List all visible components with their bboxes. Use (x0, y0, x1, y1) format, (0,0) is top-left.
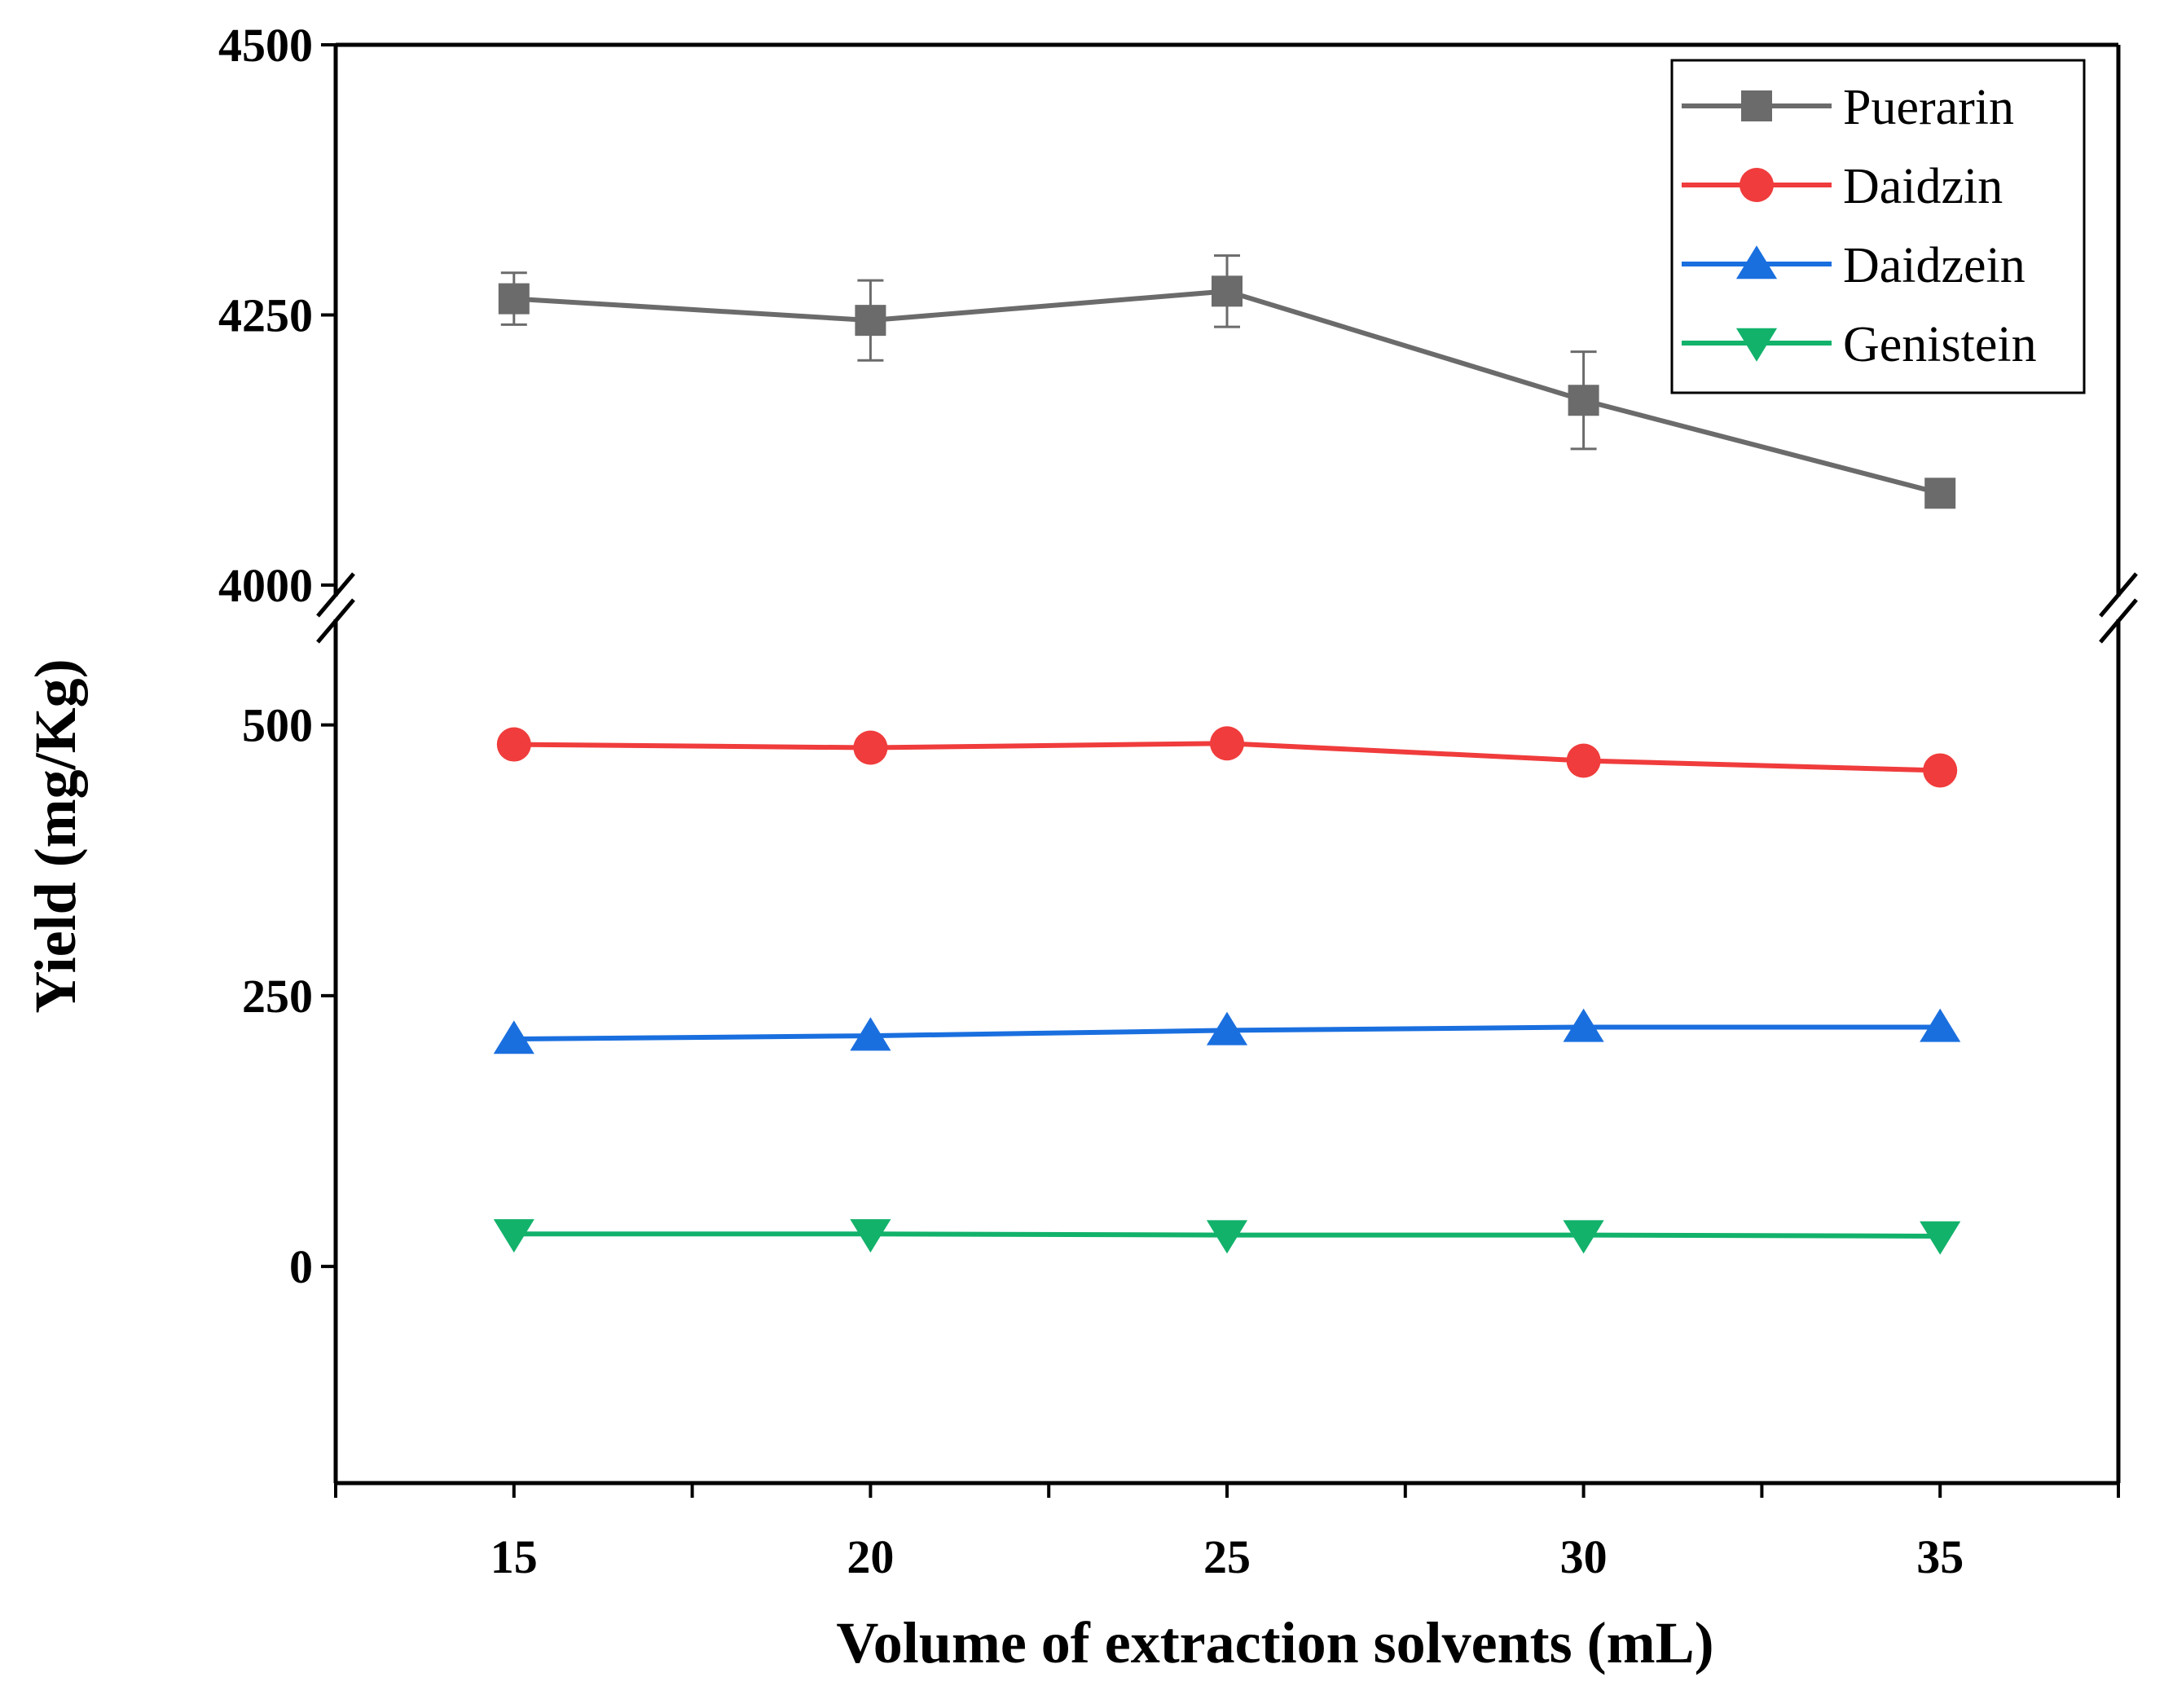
series (493, 254, 1961, 1255)
data-point-puerarin (1924, 478, 1956, 509)
y-tick-label: 0 (289, 1240, 313, 1293)
data-point-genistein (850, 1219, 891, 1253)
y-tick-label: 250 (242, 970, 313, 1023)
x-tick-label: 20 (847, 1530, 894, 1583)
axis-break-mark-right (2099, 598, 2138, 644)
y-tick-label: 4250 (218, 289, 313, 342)
data-point-genistein (1206, 1220, 1248, 1254)
legend-marker (1735, 328, 1778, 362)
x-tick-label: 15 (490, 1530, 538, 1583)
y-tick-label: 4000 (218, 559, 313, 612)
axis-break-mark-left (316, 572, 355, 618)
legend: Puerarin Daidzin Daidzein Genistein (1670, 59, 2086, 394)
data-point-puerarin (1568, 385, 1599, 416)
axis-titles: Volume of extraction solvents (mL) Yield… (23, 658, 1714, 1675)
y-axis-title: Yield (mg/Kg) (23, 658, 88, 1013)
data-point-daidzein (1563, 1008, 1604, 1042)
legend-item-genistein: Genistein (1682, 317, 2037, 372)
legend-label: Daidzein (1843, 238, 2025, 293)
data-point-daidzin (1210, 726, 1244, 761)
data-point-daidzin (1566, 743, 1601, 778)
y-tick-label: 500 (242, 699, 313, 752)
legend-label: Genistein (1843, 317, 2037, 372)
data-point-daidzin (496, 727, 531, 762)
series-genistein (493, 1219, 1961, 1255)
data-point-puerarin (498, 283, 530, 315)
series-daidzin (496, 726, 1958, 788)
data-point-daidzin (1923, 753, 1958, 788)
data-point-genistein (1563, 1220, 1604, 1254)
legend-marker (1740, 168, 1774, 202)
data-point-daidzein (493, 1020, 534, 1054)
x-tick-label: 30 (1560, 1530, 1608, 1583)
legend-label: Daidzin (1843, 159, 2003, 214)
data-point-puerarin (855, 305, 886, 337)
legend-marker (1735, 245, 1778, 280)
series-puerarin (498, 254, 1956, 509)
legend-marker (1741, 90, 1772, 121)
data-point-daidzein (1206, 1011, 1248, 1045)
legend-item-daidzein: Daidzein (1682, 238, 2025, 293)
x-tick-label: 25 (1203, 1530, 1251, 1583)
legend-box (1670, 59, 2086, 394)
data-point-daidzin (853, 730, 888, 765)
axis-break-mark-right (2099, 572, 2138, 618)
data-point-genistein (1920, 1221, 1961, 1255)
axes: 15 20 25 30 35 0 250 500 4000 4250 4500 (218, 19, 2120, 1583)
data-point-puerarin (1212, 275, 1243, 307)
legend-label: Puerarin (1843, 80, 2014, 135)
x-tick-label: 35 (1916, 1530, 1964, 1583)
y-tick-label: 4500 (218, 19, 313, 72)
series-daidzein (493, 1008, 1961, 1054)
axis-break-mark-left (316, 598, 355, 644)
legend-item-puerarin: Puerarin (1682, 80, 2014, 135)
plot-frame (316, 42, 2138, 1486)
data-point-genistein (493, 1219, 534, 1253)
x-axis-title: Volume of extraction solvents (mL) (836, 1610, 1713, 1675)
legend-item-daidzin: Daidzin (1682, 159, 2003, 214)
data-point-daidzein (850, 1017, 891, 1051)
data-point-daidzein (1920, 1008, 1961, 1042)
